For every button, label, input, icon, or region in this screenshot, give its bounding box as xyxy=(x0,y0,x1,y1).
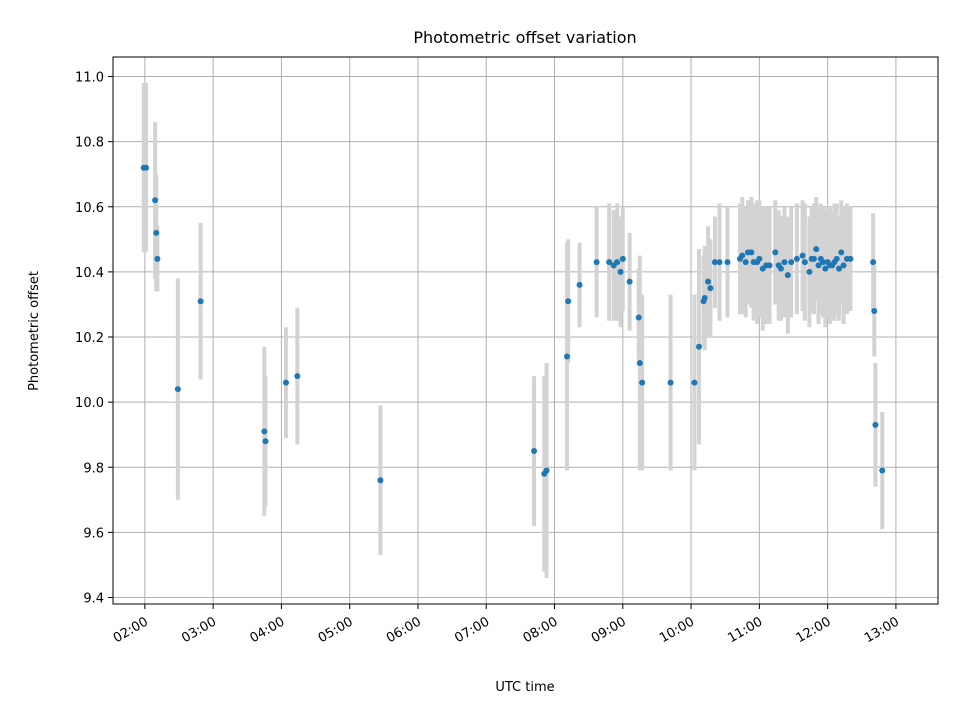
data-point xyxy=(822,265,829,272)
data-point xyxy=(705,278,712,285)
chart-title: Photometric offset variation xyxy=(413,28,636,47)
data-point xyxy=(739,252,746,259)
data-point xyxy=(711,259,718,266)
data-point xyxy=(565,298,572,305)
data-point xyxy=(756,255,763,262)
data-point xyxy=(799,252,806,259)
y-axis-ticks: 9.4 9.6 9.8 10.0 10.2 10.4 10.6 10.8 11.0 xyxy=(75,71,113,606)
data-point xyxy=(543,467,550,474)
data-point xyxy=(742,259,749,266)
data-point xyxy=(593,259,600,266)
data-point xyxy=(871,307,878,314)
data-point xyxy=(617,268,624,275)
data-point xyxy=(197,298,204,305)
data-point xyxy=(154,255,161,262)
data-point xyxy=(836,265,842,272)
data-point xyxy=(174,386,181,393)
data-point xyxy=(772,249,779,256)
grid xyxy=(113,57,938,604)
y-tick-label: 9.4 xyxy=(83,591,104,606)
data-point xyxy=(531,447,538,454)
data-point xyxy=(870,259,877,266)
data-point xyxy=(667,379,674,386)
data-point xyxy=(701,294,708,301)
data-point xyxy=(691,379,698,386)
data-point xyxy=(262,438,269,445)
data-point xyxy=(810,255,817,262)
x-axis-label: UTC time xyxy=(495,680,554,695)
data-point xyxy=(635,314,642,321)
data-point xyxy=(801,259,808,266)
y-tick-label: 10.0 xyxy=(75,396,104,411)
y-tick-label: 10.8 xyxy=(75,136,104,151)
data-point xyxy=(153,229,160,236)
data-point xyxy=(838,249,845,256)
data-point xyxy=(766,262,773,269)
data-point xyxy=(282,379,289,386)
data-point xyxy=(696,343,703,350)
data-point xyxy=(639,379,646,386)
data-point xyxy=(820,259,827,266)
data-point xyxy=(716,259,723,266)
data-point xyxy=(707,285,714,292)
data-point xyxy=(813,246,820,253)
data-point xyxy=(788,259,795,266)
data-point xyxy=(879,467,886,474)
y-tick-label: 9.6 xyxy=(83,526,104,541)
data-point xyxy=(377,477,384,484)
data-point xyxy=(784,272,791,279)
y-tick-label: 10.6 xyxy=(75,201,104,216)
data-point xyxy=(152,197,159,204)
data-point xyxy=(806,268,813,275)
data-point xyxy=(724,259,731,266)
y-tick-label: 11.0 xyxy=(75,71,104,86)
y-tick-label: 10.4 xyxy=(75,266,104,281)
data-point xyxy=(815,262,822,269)
data-point xyxy=(833,255,840,262)
plot-frame xyxy=(112,56,939,605)
data-point xyxy=(614,259,621,266)
data-point xyxy=(626,278,633,285)
data-point xyxy=(748,249,755,256)
data-point xyxy=(847,255,854,262)
data-point xyxy=(564,353,571,360)
data-point xyxy=(872,421,879,428)
y-axis-label: Photometric offset xyxy=(27,271,42,391)
data-point xyxy=(261,428,268,435)
data-point xyxy=(636,360,643,367)
data-point xyxy=(143,164,149,171)
data-point xyxy=(606,259,613,266)
data-point xyxy=(781,259,788,266)
data-point xyxy=(294,373,301,380)
data-point xyxy=(619,255,626,262)
data-point xyxy=(793,255,800,262)
y-tick-label: 9.8 xyxy=(83,461,104,476)
data-point xyxy=(840,262,847,269)
data-point xyxy=(777,265,784,272)
y-tick-label: 10.2 xyxy=(75,331,104,346)
data-point xyxy=(576,281,583,288)
data-points xyxy=(140,164,886,484)
